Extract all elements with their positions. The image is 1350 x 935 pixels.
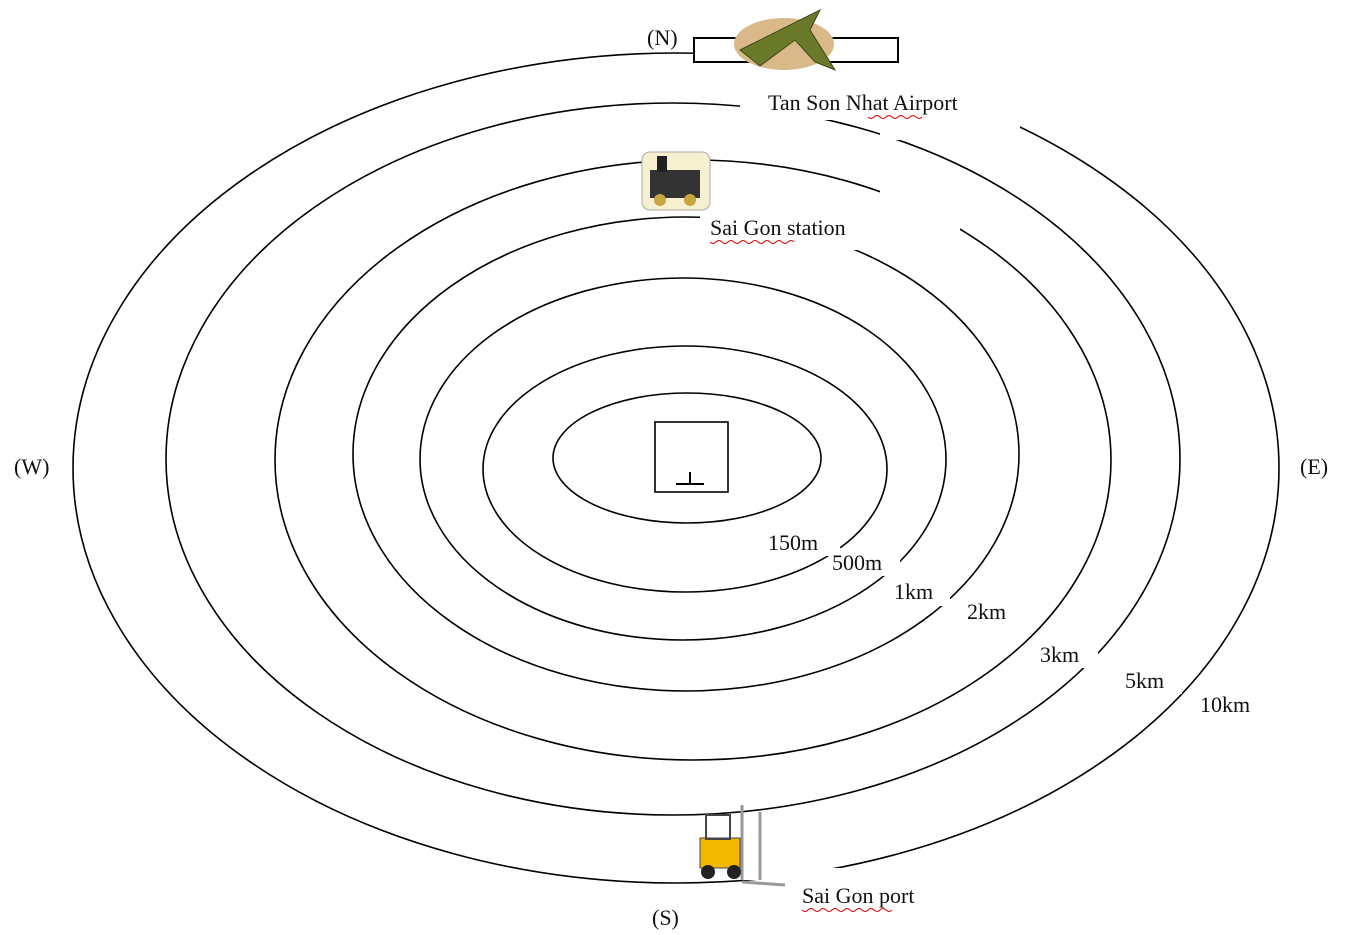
- ring-label: 10km: [1200, 692, 1250, 717]
- ring: [420, 278, 946, 640]
- label-backgrounds: [690, 60, 1274, 918]
- ring-label: 500m: [832, 550, 882, 575]
- place-label: Tan Son Nhat Airport: [768, 90, 958, 115]
- direction-label: (W): [14, 454, 49, 479]
- ring-label: 1km: [894, 579, 933, 604]
- ring-label: 3km: [1040, 642, 1079, 667]
- ring-label: 5km: [1125, 668, 1164, 693]
- direction-label: (N): [647, 25, 678, 50]
- ring-label: 150m: [768, 530, 818, 555]
- center-box: [655, 422, 728, 492]
- ring: [553, 393, 821, 523]
- ring: [275, 160, 1111, 760]
- ring: [353, 217, 1019, 691]
- direction-label: (S): [652, 905, 679, 930]
- place-label: Sai Gon station: [710, 215, 846, 240]
- place-label: Sai Gon port: [802, 883, 914, 908]
- distance-diagram: (N) (S) (W) (E) Tan Son Nhat Airport Sai…: [0, 0, 1350, 935]
- airport-icon: [694, 10, 898, 70]
- ring-label: 2km: [967, 599, 1006, 624]
- direction-label: (E): [1300, 454, 1328, 479]
- station-icon: [642, 152, 710, 210]
